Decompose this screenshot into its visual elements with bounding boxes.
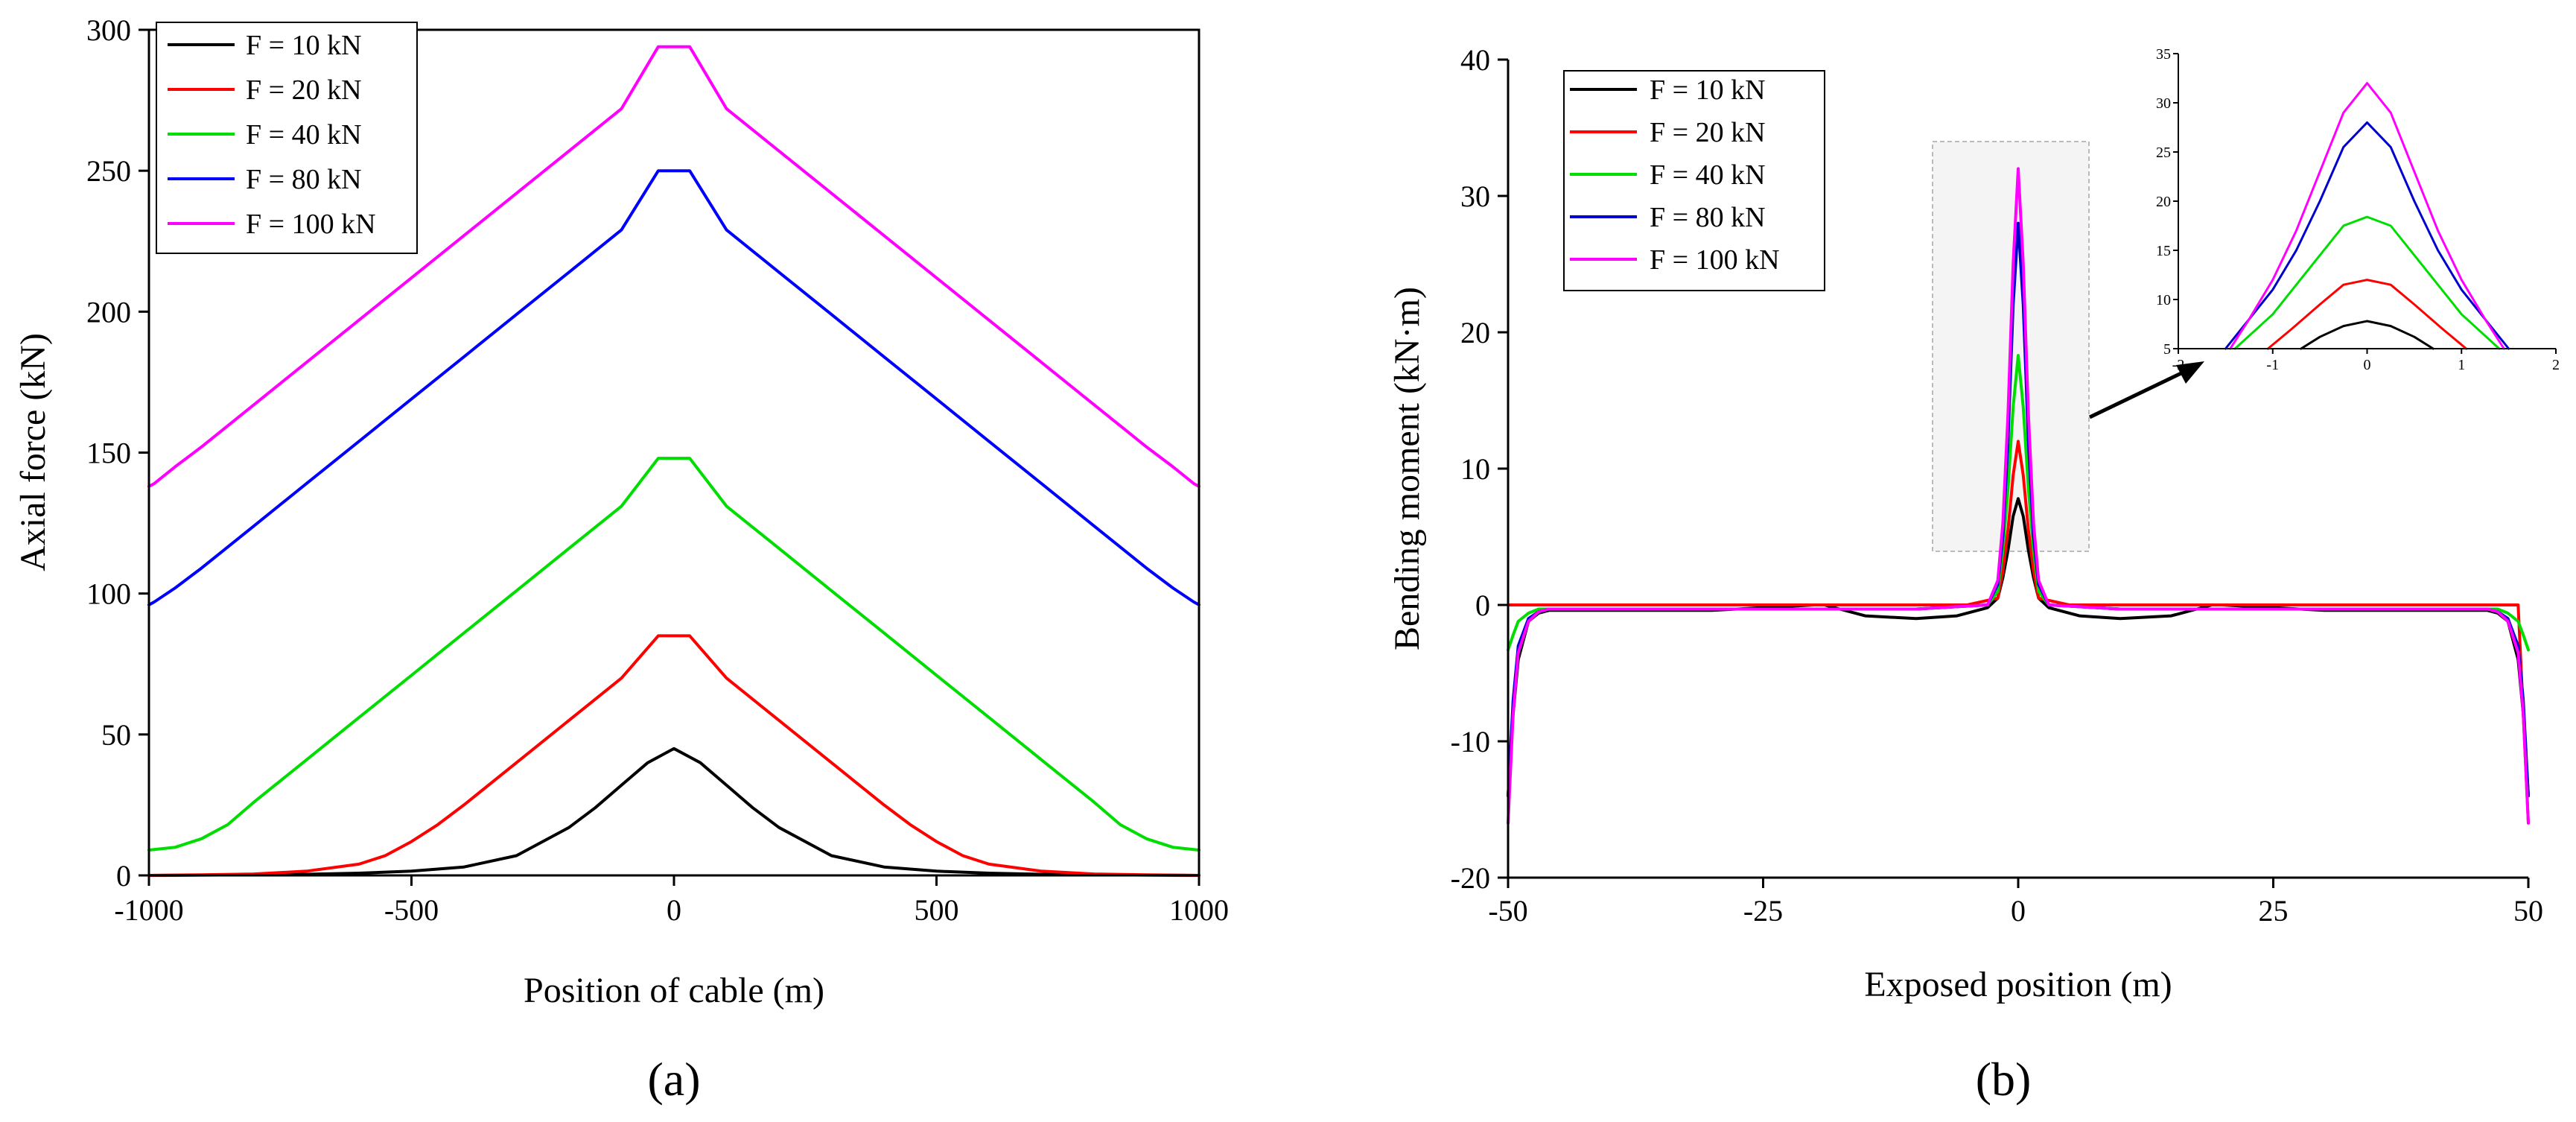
panel-b-y-tick-label-3: 10 — [1460, 452, 1490, 486]
panel-a-series-line-1 — [147, 634, 1200, 877]
panel-b-label: (b) — [1976, 1053, 2032, 1106]
panel-a-x-tick-label-3: 500 — [915, 893, 959, 927]
panel-a-x-tick-label-0: -1000 — [114, 893, 183, 927]
panel-b-legend-box — [1563, 70, 1825, 291]
panel-a-ylabel: Axial force (kN) — [13, 333, 53, 571]
panel-b-x-tick-label-1: -25 — [1743, 894, 1783, 928]
panel-a-y-tick-label-4: 200 — [86, 295, 131, 329]
panel-b-legend-label-1: F = 20 kN — [1650, 117, 1766, 148]
panel-b-inset-plot-area — [2224, 82, 2510, 350]
panel-b-y-tick-label-6: 40 — [1460, 43, 1490, 77]
panel-b-inset-y-tick-label-0: 5 — [2163, 341, 2171, 358]
panel-a-x-tick-label-1: -500 — [384, 893, 439, 927]
panel-b-inset-y-tick-label-6: 35 — [2156, 46, 2171, 63]
panel-b-legend: F = 10 kN F = 20 kN F = 40 kN F = 80 kN … — [1563, 70, 1825, 291]
panel-a-y-tick-label-5: 250 — [86, 154, 131, 188]
panel-a-label: (a) — [647, 1053, 700, 1106]
panel-b-inset-x-tick-label-4: 2 — [2552, 357, 2560, 373]
panel-a-y-tick-label-6: 300 — [86, 13, 131, 47]
panel-a-x-tick-label-2: 0 — [667, 893, 681, 927]
panel-b-legend-label-4: F = 100 kN — [1650, 244, 1780, 276]
panel-b-legend-label-2: F = 40 kN — [1650, 159, 1766, 191]
panel-a-legend-label-0: F = 10 kN — [246, 30, 362, 61]
panel-a-xlabel: Position of cable (m) — [524, 971, 824, 1010]
panel-b-ylabel: Bending moment (kN·m) — [1387, 287, 1427, 650]
panel-a-x-tick-label-4: 1000 — [1169, 893, 1229, 927]
panel-b-inset-x-tick-label-1: -1 — [2266, 357, 2279, 373]
panel-b-inset-y-tick-label-3: 20 — [2156, 194, 2171, 210]
panel-b-inset-y-tick-label-4: 25 — [2156, 145, 2171, 161]
panel-b-y-tick-label-4: 20 — [1460, 316, 1490, 349]
panel-a-legend-label-4: F = 100 kN — [246, 209, 376, 240]
panel-a-chart: -1000 -500 0 500 1000 0 50 100 150 200 250 300 Posi… — [13, 13, 1229, 1106]
panel-b-inset-series-line-0 — [2300, 320, 2435, 350]
panel-b-series-line-1 — [1507, 440, 2530, 825]
panel-b-plot-area — [1507, 167, 2530, 825]
panel-b-inset-x-tick-label-3: 1 — [2458, 357, 2465, 373]
panel-a-legend: F = 10 kN F = 20 kN F = 40 kN F = 80 kN … — [156, 22, 418, 254]
panel-a-y-tick-label-0: 0 — [116, 859, 131, 893]
panel-b-inset-x-tick-label-2: 0 — [2364, 357, 2371, 373]
panel-b-inset-y-tick-label-1: 10 — [2156, 292, 2171, 308]
panel-a-series-line-0 — [147, 747, 1200, 877]
panel-b-inset-background — [2178, 52, 2558, 350]
panel-b-zoom-arrow-shaft — [2088, 369, 2187, 419]
panel-b-inset-series-line-3 — [2224, 121, 2510, 350]
panel-b-x-tick-label-0: -50 — [1488, 894, 1527, 928]
panel-a-legend-label-1: F = 20 kN — [246, 75, 362, 106]
panel-b-y-tick-label-0: -20 — [1451, 861, 1490, 895]
panel-a-series-line-4 — [147, 45, 1200, 488]
panel-a-legend-box — [156, 22, 418, 254]
panel-b-y-tick-label-2: 0 — [1475, 589, 1490, 622]
panel-a-legend-label-2: F = 40 kN — [246, 119, 362, 150]
panel-b-inset-series-line-1 — [2266, 279, 2468, 350]
panel-b-inset-series-line-4 — [2229, 82, 2505, 350]
panel-b-xlabel: Exposed position (m) — [1864, 965, 2172, 1004]
panel-b-zoom-arrow-head — [2176, 361, 2204, 384]
panel-b-inset-y-tick-label-2: 15 — [2156, 243, 2171, 259]
panel-b-inset-y-tick-label-5: 30 — [2156, 95, 2171, 112]
panel-b-y-tick-label-1: -10 — [1451, 725, 1490, 758]
panel-b-zoom-arrow — [2088, 361, 2204, 419]
panel-a-legend-label-3: F = 80 kN — [246, 164, 362, 195]
panel-b-inset-series-line-2 — [2233, 215, 2501, 350]
panel-a-ticks: -1000 -500 0 500 1000 0 50 100 150 200 250 300 — [86, 13, 1229, 927]
panel-b-y-tick-label-5: 30 — [1460, 180, 1490, 213]
panel-b-series-line-4 — [1507, 167, 2530, 825]
panel-b-x-tick-label-3: 25 — [2259, 894, 2289, 928]
panel-b-x-tick-label-4: 50 — [2513, 894, 2543, 928]
panel-a-y-tick-label-1: 50 — [101, 718, 131, 752]
panel-a-series-line-3 — [147, 169, 1200, 606]
panel-a-plot-area — [147, 45, 1200, 877]
panel-a-y-tick-label-2: 100 — [86, 577, 131, 611]
panel-b-legend-label-0: F = 10 kN — [1650, 75, 1766, 106]
panel-b-x-tick-label-2: 0 — [2011, 894, 2026, 928]
panel-a-series-line-2 — [147, 457, 1200, 852]
panel-a-y-tick-label-3: 150 — [86, 437, 131, 470]
panel-b-legend-label-3: F = 80 kN — [1650, 202, 1766, 233]
